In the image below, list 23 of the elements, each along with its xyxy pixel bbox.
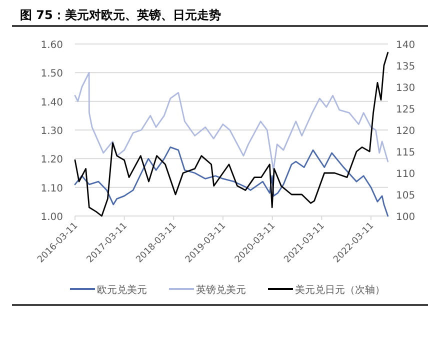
legend-label: 美元兑日元（次轴） xyxy=(295,284,385,296)
y2-tick-label: 140 xyxy=(396,40,416,51)
y2-tick-label: 110 xyxy=(396,169,416,180)
y-tick-label: 1.60 xyxy=(40,40,63,51)
y-tick-label: 1.30 xyxy=(40,126,63,137)
y-tick-label: 1.40 xyxy=(40,97,63,108)
y2-tick-label: 105 xyxy=(396,190,416,202)
y-tick-label: 1.50 xyxy=(40,68,63,80)
y2-tick-label: 115 xyxy=(396,148,416,158)
y-tick-label: 1.10 xyxy=(40,183,63,194)
line-series xyxy=(74,52,389,217)
y2-tick-label: 120 xyxy=(396,126,416,137)
line-series xyxy=(74,146,389,217)
legend-label: 欧元兑美元 xyxy=(97,284,147,296)
y-tick-label: 1.20 xyxy=(40,154,63,166)
legend-label: 英镑兑美元 xyxy=(196,284,246,296)
y2-tick-label: 130 xyxy=(396,83,416,94)
chart-title: 图 75：美元对欧元、英镑、日元走势 xyxy=(20,8,221,22)
y2-tick-label: 100 xyxy=(396,212,416,223)
y2-tick-label: 135 xyxy=(396,62,416,72)
y2-tick-label: 125 xyxy=(396,104,416,116)
line-series xyxy=(74,72,389,171)
y-tick-label: 1.00 xyxy=(40,212,63,223)
